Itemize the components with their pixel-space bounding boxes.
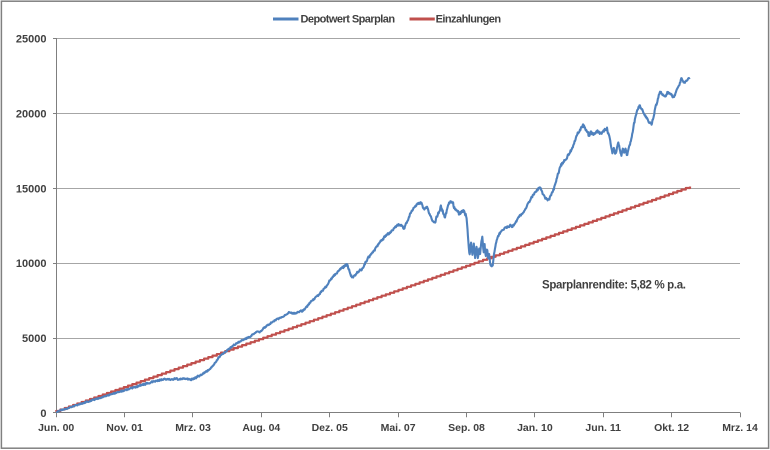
svg-text:Jun. 11: Jun. 11: [585, 422, 621, 434]
svg-text:0: 0: [40, 408, 46, 420]
svg-text:Jun. 00: Jun. 00: [38, 422, 74, 434]
svg-text:Depotwert Sparplan: Depotwert Sparplan: [301, 14, 396, 26]
svg-text:Okt. 12: Okt. 12: [654, 422, 689, 434]
svg-text:5000: 5000: [22, 333, 46, 345]
svg-text:25000: 25000: [16, 34, 47, 46]
svg-text:Dez. 05: Dez. 05: [312, 422, 348, 434]
svg-text:Mrz. 14: Mrz. 14: [722, 422, 758, 434]
svg-text:Einzahlungen: Einzahlungen: [436, 14, 502, 26]
svg-text:Mai. 07: Mai. 07: [381, 422, 416, 434]
svg-text:Nov. 01: Nov. 01: [106, 422, 143, 434]
svg-text:15000: 15000: [16, 183, 47, 195]
svg-text:Mrz. 03: Mrz. 03: [175, 422, 211, 434]
svg-text:Sep. 08: Sep. 08: [448, 422, 485, 434]
svg-text:Aug. 04: Aug. 04: [242, 422, 280, 434]
svg-text:20000: 20000: [16, 108, 47, 120]
svg-text:10000: 10000: [16, 258, 47, 270]
svg-text:Jan. 10: Jan. 10: [517, 422, 553, 434]
svg-text:Sparplanrendite: 5,82 % p.a.: Sparplanrendite: 5,82 % p.a.: [542, 280, 686, 292]
